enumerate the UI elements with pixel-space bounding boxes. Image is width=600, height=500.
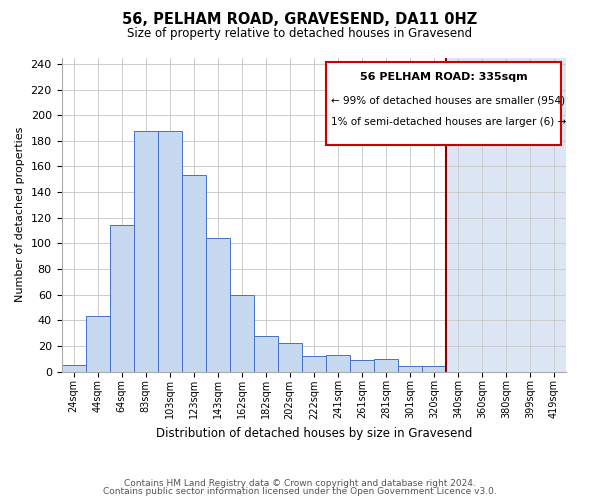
- Bar: [134, 130, 158, 372]
- Text: Size of property relative to detached houses in Gravesend: Size of property relative to detached ho…: [127, 28, 473, 40]
- Text: 56 PELHAM ROAD: 335sqm: 56 PELHAM ROAD: 335sqm: [360, 72, 527, 82]
- Bar: [206, 238, 230, 372]
- Text: Contains HM Land Registry data © Crown copyright and database right 2024.: Contains HM Land Registry data © Crown c…: [124, 478, 476, 488]
- Bar: [158, 130, 182, 372]
- X-axis label: Distribution of detached houses by size in Gravesend: Distribution of detached houses by size …: [155, 427, 472, 440]
- Bar: [446, 58, 566, 372]
- Text: 56, PELHAM ROAD, GRAVESEND, DA11 0HZ: 56, PELHAM ROAD, GRAVESEND, DA11 0HZ: [122, 12, 478, 28]
- Text: Contains public sector information licensed under the Open Government Licence v3: Contains public sector information licen…: [103, 487, 497, 496]
- Bar: [230, 294, 254, 372]
- Bar: [86, 316, 110, 372]
- Bar: [254, 336, 278, 372]
- Bar: [278, 344, 302, 371]
- Text: ← 99% of detached houses are smaller (954): ← 99% of detached houses are smaller (95…: [331, 95, 566, 105]
- Bar: [374, 358, 398, 372]
- Y-axis label: Number of detached properties: Number of detached properties: [15, 127, 25, 302]
- Bar: [62, 365, 86, 372]
- Bar: [110, 226, 134, 372]
- Bar: [398, 366, 422, 372]
- FancyBboxPatch shape: [326, 62, 561, 146]
- Bar: [350, 360, 374, 372]
- Bar: [182, 176, 206, 372]
- Bar: [422, 366, 446, 372]
- Bar: [302, 356, 326, 372]
- Text: 1% of semi-detached houses are larger (6) →: 1% of semi-detached houses are larger (6…: [331, 117, 566, 127]
- Bar: [326, 355, 350, 372]
